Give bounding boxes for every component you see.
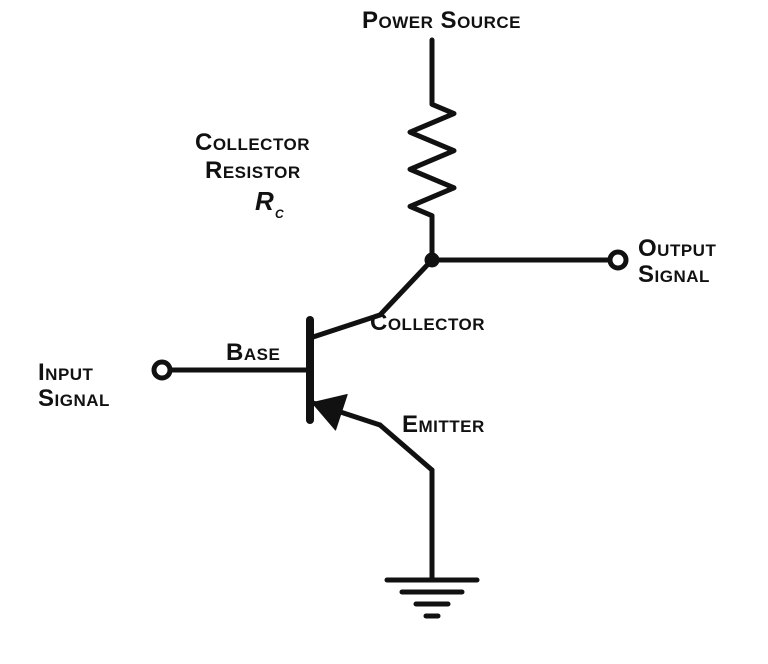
label-power-source: Power Source [362,7,521,34]
label-collector-resistor: Collector [195,129,310,156]
input-terminal-icon [154,362,170,378]
label-output-signal: Output [638,235,716,262]
output-terminal-icon [610,252,626,268]
label-base: Base [226,339,280,366]
label-output-signal-2: Signal [638,261,710,288]
label-collector-resistor-2: Resistor [205,157,301,184]
label-rc-sub: c [275,203,284,222]
label-input-signal: Input [38,359,94,386]
junction-dot-icon [427,255,437,265]
label-input-signal-2: Signal [38,385,110,412]
ground-icon [387,580,477,616]
collector-resistor-icon [410,95,454,225]
label-emitter: Emitter [402,411,485,438]
transistor-amplifier-schematic: Power SourceCollectorResistorRcOutputSig… [0,0,768,664]
label-collector: Collector [370,309,485,336]
wire-collector-diagonal [380,260,432,315]
label-rc: R [255,186,274,216]
